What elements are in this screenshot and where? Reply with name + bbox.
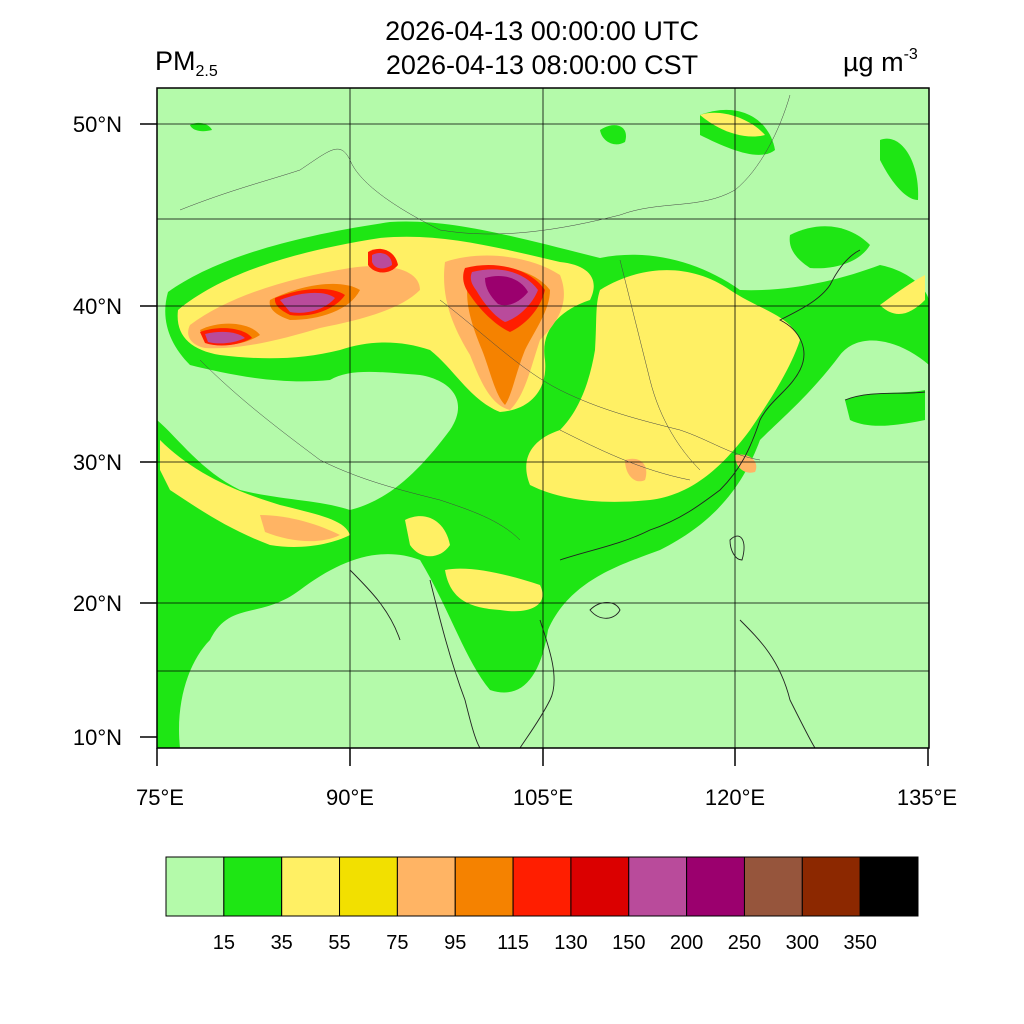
colorbar-label: 350 xyxy=(843,932,877,954)
colorbar-swatch xyxy=(281,856,341,917)
colorbar-swatch xyxy=(454,856,514,917)
lat-label-20n: 20°N xyxy=(72,591,122,616)
colorbar-swatch xyxy=(339,856,398,917)
colorbar-label: 35 xyxy=(270,932,293,954)
colorbar-label: 15 xyxy=(212,932,235,954)
lon-label-105e: 105°E xyxy=(512,785,574,810)
colorbar-label: 130 xyxy=(554,932,588,954)
colorbar-swatch xyxy=(396,856,456,917)
borders xyxy=(179,94,791,541)
axis-ticks xyxy=(140,123,929,766)
colorbar-label: 115 xyxy=(497,932,529,954)
unit-label: µg m-3 xyxy=(843,46,918,78)
lon-label-135e: 135°E xyxy=(896,785,958,810)
variable-subscript: 2.5 xyxy=(195,63,218,80)
lat-label-50n: 50°N xyxy=(72,112,122,137)
lat-label-40n: 40°N xyxy=(72,294,122,319)
colorbar-label: 95 xyxy=(444,932,467,954)
lat-label-30n: 30°N xyxy=(72,450,122,475)
colorbar-swatch xyxy=(570,856,630,917)
colorbar-swatch xyxy=(512,856,572,917)
colorbar-swatch xyxy=(165,856,225,917)
colorbar-swatch xyxy=(686,856,745,917)
lon-label-75e: 75°E xyxy=(136,785,184,810)
lat-label-10n: 10°N xyxy=(72,725,122,750)
unit-main: µg m xyxy=(843,47,904,77)
graticule xyxy=(157,88,929,748)
colorbar-label: 250 xyxy=(727,932,762,954)
colorbar-label: 150 xyxy=(612,932,646,954)
colorbar-label: 200 xyxy=(669,932,704,954)
colorbar-label: 55 xyxy=(328,932,351,954)
time-utc: 2026-04-13 00:00:00 UTC xyxy=(385,16,699,46)
band-250-300 xyxy=(485,275,528,306)
variable-label: PM2.5 xyxy=(155,46,218,81)
colorbar-swatch xyxy=(223,856,283,917)
colorbar-swatch xyxy=(801,856,861,917)
colorbar-swatch xyxy=(859,856,919,917)
unit-superscript: -3 xyxy=(903,46,918,63)
coastlines xyxy=(349,249,926,748)
lon-label-120e: 120°E xyxy=(704,785,766,810)
colorbar-label: 75 xyxy=(386,932,409,954)
variable-main: PM xyxy=(155,46,196,76)
lon-label-90e: 90°E xyxy=(326,785,374,810)
colorbar-swatch xyxy=(628,856,688,917)
colorbar-swatch xyxy=(743,856,803,917)
colorbar-label: 300 xyxy=(785,932,819,954)
time-cst: 2026-04-13 08:00:00 CST xyxy=(385,50,699,80)
